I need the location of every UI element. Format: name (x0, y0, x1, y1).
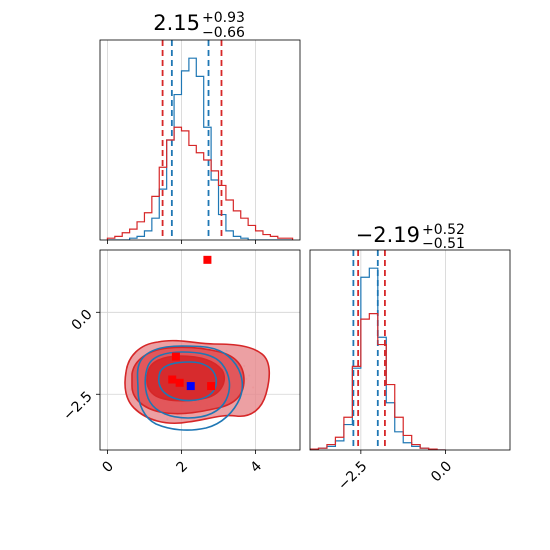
title-plus: +0.52 (422, 222, 465, 238)
red-square-marker (203, 255, 212, 264)
red-square-marker (171, 352, 180, 361)
axes-frame (99, 249, 301, 451)
histogram-steps (106, 40, 294, 240)
blue-contour-inner (157, 361, 218, 402)
axis-ticks (96, 311, 256, 454)
title-value: 2.15 (153, 11, 200, 35)
histogram-series-2 (106, 126, 294, 240)
red-square-marker (175, 378, 184, 387)
x-tick-label: 4 (248, 458, 266, 476)
contour-regions (124, 339, 271, 431)
histogram-series-1 (107, 57, 293, 240)
y-tick-label: −2.5 (60, 389, 95, 424)
title-value: −2.19 (356, 223, 420, 247)
title-minus: −0.51 (422, 236, 465, 252)
x-tick-label: 2 (173, 458, 191, 476)
title-minus: −0.66 (202, 25, 245, 41)
histogram-param-2: −2.5 0.0 −2.19 +0.52 −0.51 (309, 222, 511, 494)
axes-frame (99, 39, 301, 241)
y-tick-label: 0.0 (69, 307, 96, 334)
x-tick-label: 0.0 (428, 458, 455, 485)
title-plus: +0.93 (202, 10, 245, 26)
red-square-marker (207, 382, 216, 391)
highlight-markers (168, 255, 216, 391)
blue-contour-outer (136, 345, 244, 431)
histogram-steps (310, 250, 446, 450)
axes-frame (309, 249, 511, 451)
x-tick-labels: −2.5 0.0 (335, 458, 455, 493)
histogram-param-1: 2.15 +0.93 −0.66 (99, 10, 301, 244)
red-square-marker (168, 375, 177, 384)
axis-ticks (107, 240, 256, 244)
joint-contour-panel: 0 2 4 0.0 −2.5 (60, 249, 301, 476)
axis-ticks (360, 450, 446, 454)
histogram-series-2 (310, 313, 446, 450)
blue-contour-middle (144, 351, 231, 419)
blue-square-marker (186, 382, 195, 391)
x-tick-label: −2.5 (335, 458, 370, 493)
x-tick-label: 0 (99, 458, 117, 476)
